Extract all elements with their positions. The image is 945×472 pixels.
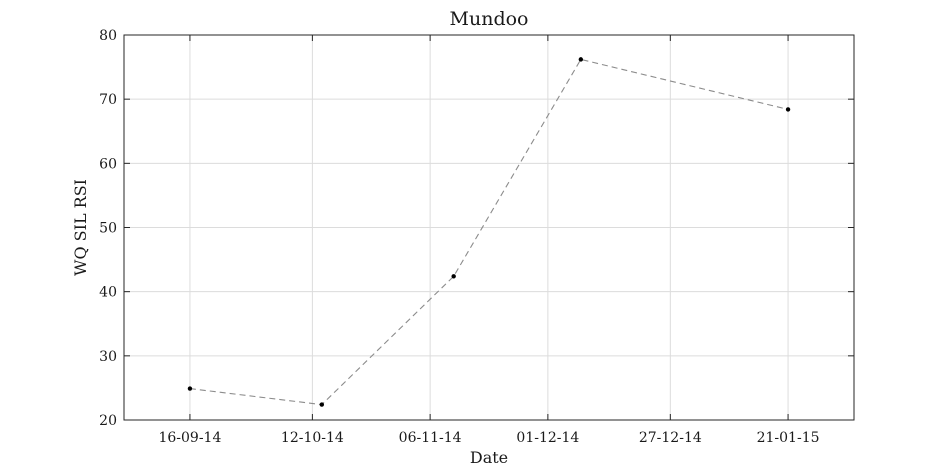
x-tick-label: 01-12-14: [516, 430, 579, 446]
y-tick-label: 60: [99, 156, 117, 172]
series-layer: [187, 57, 791, 407]
data-point: [578, 57, 584, 62]
x-axis-label: Date: [470, 448, 508, 467]
data-point: [785, 107, 791, 112]
data-point: [187, 386, 193, 391]
grid: [124, 34, 854, 421]
x-tick-label: 21-01-15: [757, 430, 820, 446]
chart-title: Mundoo: [450, 8, 529, 30]
y-tick-label: 20: [99, 413, 117, 429]
y-tick-label: 50: [99, 221, 117, 237]
y-tick-label: 70: [99, 92, 117, 108]
x-tick-label: 12-10-14: [281, 430, 344, 446]
y-tick-label: 30: [99, 349, 117, 365]
x-tick-label: 16-09-14: [158, 430, 221, 446]
data-point: [319, 402, 325, 407]
y-tick-label: 80: [99, 28, 117, 44]
x-tick-label: 06-11-14: [399, 430, 462, 446]
axis-ticks: 20 30 40 50 60 70 80 16-09-14 12-10-14 06-11-14 01…: [99, 28, 854, 446]
y-tick-label: 40: [99, 285, 117, 301]
y-axis-label: WQ SIL RSI: [71, 179, 90, 276]
x-tick-label: 27-12-14: [639, 430, 702, 446]
data-point: [451, 274, 456, 279]
